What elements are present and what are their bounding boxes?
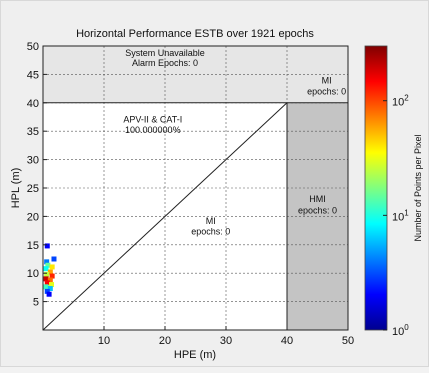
- y-tick-label: 25: [27, 183, 39, 195]
- colorbar-ticks: 100 101 102: [383, 94, 409, 338]
- data-point: [47, 269, 53, 275]
- data-point: [49, 273, 55, 279]
- x-tick-label: 10: [98, 335, 110, 347]
- data-point: [45, 262, 51, 268]
- mi-lower-label: MI: [206, 216, 216, 226]
- y-tick-label: 20: [27, 211, 39, 223]
- hmi-epochs: epochs: 0: [298, 206, 337, 216]
- x-axis-label: HPE (m): [174, 349, 216, 361]
- y-tick-label: 40: [27, 98, 39, 110]
- colorbar: [364, 45, 388, 331]
- x-tick-label: 40: [281, 335, 293, 347]
- data-point: [46, 291, 52, 297]
- unavailable-epochs: Alarm Epochs: 0: [132, 58, 198, 68]
- hmi-label: HMI: [309, 194, 326, 204]
- data-point: [51, 256, 57, 262]
- data-point: [43, 284, 49, 290]
- colorbar-tick-label: 100: [392, 323, 409, 338]
- data-point: [43, 276, 49, 282]
- y-tick-label: 30: [27, 155, 39, 167]
- mi-upper-label: MI: [322, 75, 332, 85]
- region-hmi: [287, 102, 348, 330]
- available-label: APV-II & CAT-I: [123, 115, 182, 125]
- y-tick-label: 15: [27, 240, 39, 252]
- diagonal-line: [42, 102, 288, 331]
- x-tick-label: 50: [342, 335, 354, 347]
- y-tick-label: 35: [27, 126, 39, 138]
- colorbar-tick-label: 101: [392, 208, 409, 223]
- data-point: [44, 259, 50, 265]
- data-point: [47, 286, 53, 292]
- data-point: [49, 282, 55, 288]
- chart-title: Horizontal Performance ESTB over 1921 ep…: [76, 28, 314, 40]
- y-axis-label: HPL (m): [10, 168, 22, 209]
- data-point: [47, 277, 53, 283]
- colorbar-label: Number of Points per Pixel: [413, 134, 423, 241]
- data-point: [44, 280, 50, 286]
- available-percent: 100.000000%: [125, 125, 181, 135]
- unavailable-label: System Unavailable: [125, 48, 205, 58]
- data-point: [43, 266, 49, 272]
- data-point: [44, 288, 50, 294]
- mi-upper-epochs: epochs: 0: [307, 86, 346, 96]
- mi-lower-epochs: epochs: 0: [191, 227, 230, 237]
- x-tick-label: 30: [220, 335, 232, 347]
- y-tick-label: 10: [27, 268, 39, 280]
- region-mi-upper: [287, 46, 348, 103]
- y-tick-label: 45: [27, 69, 39, 81]
- data-point: [44, 271, 50, 277]
- y-tick-label: 50: [27, 41, 39, 53]
- colorbar-tick-label: 102: [392, 94, 409, 109]
- data-point: [44, 243, 50, 249]
- y-tick-label: 5: [33, 297, 39, 309]
- x-tick-label: 20: [159, 335, 171, 347]
- data-point: [49, 264, 55, 270]
